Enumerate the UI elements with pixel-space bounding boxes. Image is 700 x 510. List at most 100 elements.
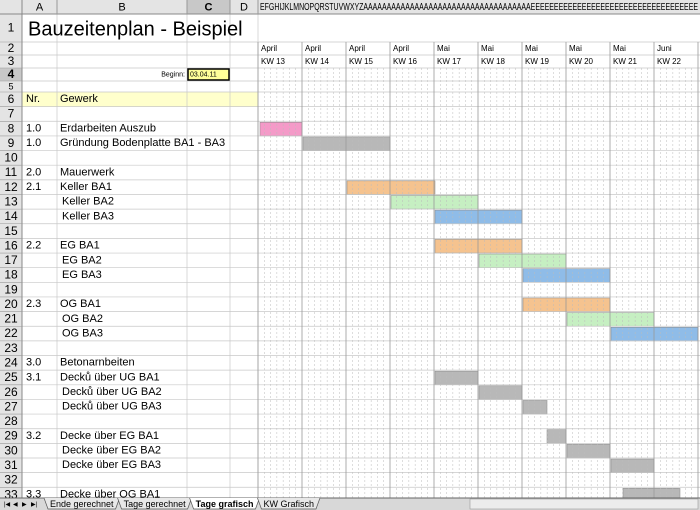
tab-shape bbox=[117, 497, 192, 510]
row-number: 29 bbox=[4, 429, 18, 443]
week-label: KW 16 bbox=[393, 57, 418, 66]
tab-nav-button[interactable]: |◀ bbox=[4, 502, 11, 508]
tab-nav-button[interactable]: ▶| bbox=[31, 502, 38, 508]
task-name: Decků über UG BA2 bbox=[62, 386, 162, 398]
task-name: Keller BA3 bbox=[62, 210, 114, 222]
task-nr: 2.0 bbox=[26, 166, 41, 178]
row-number: 12 bbox=[4, 180, 18, 194]
row-number: 22 bbox=[4, 326, 18, 340]
gantt-bar bbox=[610, 326, 699, 342]
task-name: Decke über EG BA1 bbox=[60, 430, 159, 442]
gantt-bar bbox=[546, 429, 567, 444]
gantt-bar bbox=[522, 400, 548, 415]
gantt-bar bbox=[622, 488, 681, 498]
month-label: April bbox=[261, 44, 277, 53]
sheet-tab[interactable]: Tage grafisch bbox=[196, 499, 254, 509]
month-label: Mai bbox=[569, 44, 582, 53]
gantt-bar bbox=[566, 444, 611, 459]
sheet-tab[interactable]: KW Grafisch bbox=[263, 499, 314, 509]
task-name: Gründung Bodenplatte BA1 - BA3 bbox=[60, 137, 225, 149]
week-label: KW 19 bbox=[525, 57, 550, 66]
row-number: 21 bbox=[4, 312, 18, 326]
task-nr: 3.3 bbox=[26, 489, 41, 501]
task-name: Erdarbeiten Auszub bbox=[60, 123, 156, 135]
task-name: Betonarnbeiten bbox=[60, 357, 135, 369]
task-name: OG BA3 bbox=[62, 327, 103, 339]
row-number: 16 bbox=[4, 238, 18, 252]
row-number: 10 bbox=[4, 151, 18, 165]
month-label: Mai bbox=[437, 44, 450, 53]
start-date: 03.04.11 bbox=[190, 71, 217, 78]
task-name: Keller BA2 bbox=[62, 196, 114, 208]
row-number: 26 bbox=[4, 385, 18, 399]
month-label: Mai bbox=[481, 44, 494, 53]
row-number: 24 bbox=[4, 356, 18, 370]
gantt-bar bbox=[522, 297, 611, 312]
task-name: OG BA2 bbox=[62, 313, 103, 325]
task-nr: 3.1 bbox=[26, 371, 41, 383]
month-label: Juni bbox=[657, 44, 672, 53]
task-nr: 1.0 bbox=[26, 123, 41, 135]
column-header-bg bbox=[0, 0, 700, 14]
task-nr: 2.3 bbox=[26, 298, 41, 310]
row-header-bg bbox=[0, 0, 22, 498]
week-label: KW 14 bbox=[305, 57, 330, 66]
header-band bbox=[22, 92, 258, 107]
row-number: 15 bbox=[4, 224, 18, 238]
task-nr: 2.1 bbox=[26, 181, 41, 193]
header-nr: Nr. bbox=[26, 93, 40, 105]
row-number: 4 bbox=[8, 67, 15, 81]
gantt-bar bbox=[478, 253, 567, 268]
column-letter: D bbox=[240, 1, 248, 13]
row-number: 19 bbox=[4, 282, 18, 296]
week-label: KW 22 bbox=[657, 57, 682, 66]
month-label: April bbox=[349, 44, 365, 53]
row-number: 17 bbox=[4, 253, 18, 267]
week-label: KW 15 bbox=[349, 57, 374, 66]
task-name: OG BA1 bbox=[60, 298, 101, 310]
start-label: Beginn: bbox=[161, 71, 185, 78]
sheet-tab[interactable]: Tage gerechnet bbox=[124, 499, 187, 509]
gantt-bar bbox=[346, 180, 436, 195]
gantt-bar bbox=[302, 136, 391, 151]
month-label: April bbox=[305, 44, 321, 53]
tab-shape bbox=[43, 497, 120, 510]
row-number: 13 bbox=[4, 194, 18, 208]
task-name: Keller BA1 bbox=[60, 181, 112, 193]
tab-nav-button[interactable]: ◀ bbox=[13, 502, 18, 508]
week-label: KW 20 bbox=[569, 57, 594, 66]
row-number: 27 bbox=[4, 399, 18, 413]
header-gewerk: Gewerk bbox=[60, 93, 98, 105]
column-letter: C bbox=[205, 1, 213, 13]
row-number: 5 bbox=[8, 81, 13, 91]
row-number: 14 bbox=[4, 209, 18, 223]
month-label: Mai bbox=[525, 44, 538, 53]
column-letter: B bbox=[118, 1, 125, 13]
week-label: KW 13 bbox=[261, 57, 286, 66]
row-number: 18 bbox=[4, 268, 18, 282]
tab-nav-button[interactable]: ▶ bbox=[22, 502, 27, 508]
gantt-bar bbox=[522, 268, 611, 283]
tab-shape bbox=[257, 497, 321, 510]
task-name: Decke über EG BA3 bbox=[62, 459, 161, 471]
row-number: 20 bbox=[4, 297, 18, 311]
row-number: 32 bbox=[4, 473, 18, 487]
tab-shape bbox=[189, 497, 260, 510]
row-number: 28 bbox=[4, 414, 18, 428]
row-number: 3 bbox=[8, 54, 15, 68]
horizontal-scrollbar[interactable] bbox=[469, 498, 699, 510]
task-nr: 2.2 bbox=[26, 240, 41, 252]
task-name: Decků über UG BA1 bbox=[60, 371, 160, 383]
task-name: EG BA2 bbox=[62, 254, 102, 266]
task-name: EG BA1 bbox=[60, 240, 100, 252]
month-label: Mai bbox=[613, 44, 626, 53]
row-number: 1 bbox=[8, 21, 15, 35]
task-name: Mauerwerk bbox=[60, 166, 115, 178]
gantt-column-letters: EFGHIJKLMNOPQRSTUVWXYZAAAAAAAAAAAAAAAAAA… bbox=[260, 2, 698, 13]
start-date-cell bbox=[187, 68, 230, 81]
task-nr: 3.0 bbox=[26, 357, 41, 369]
sheet-tab[interactable]: Ende gerechnet bbox=[50, 499, 114, 509]
row-number: 11 bbox=[5, 165, 18, 179]
